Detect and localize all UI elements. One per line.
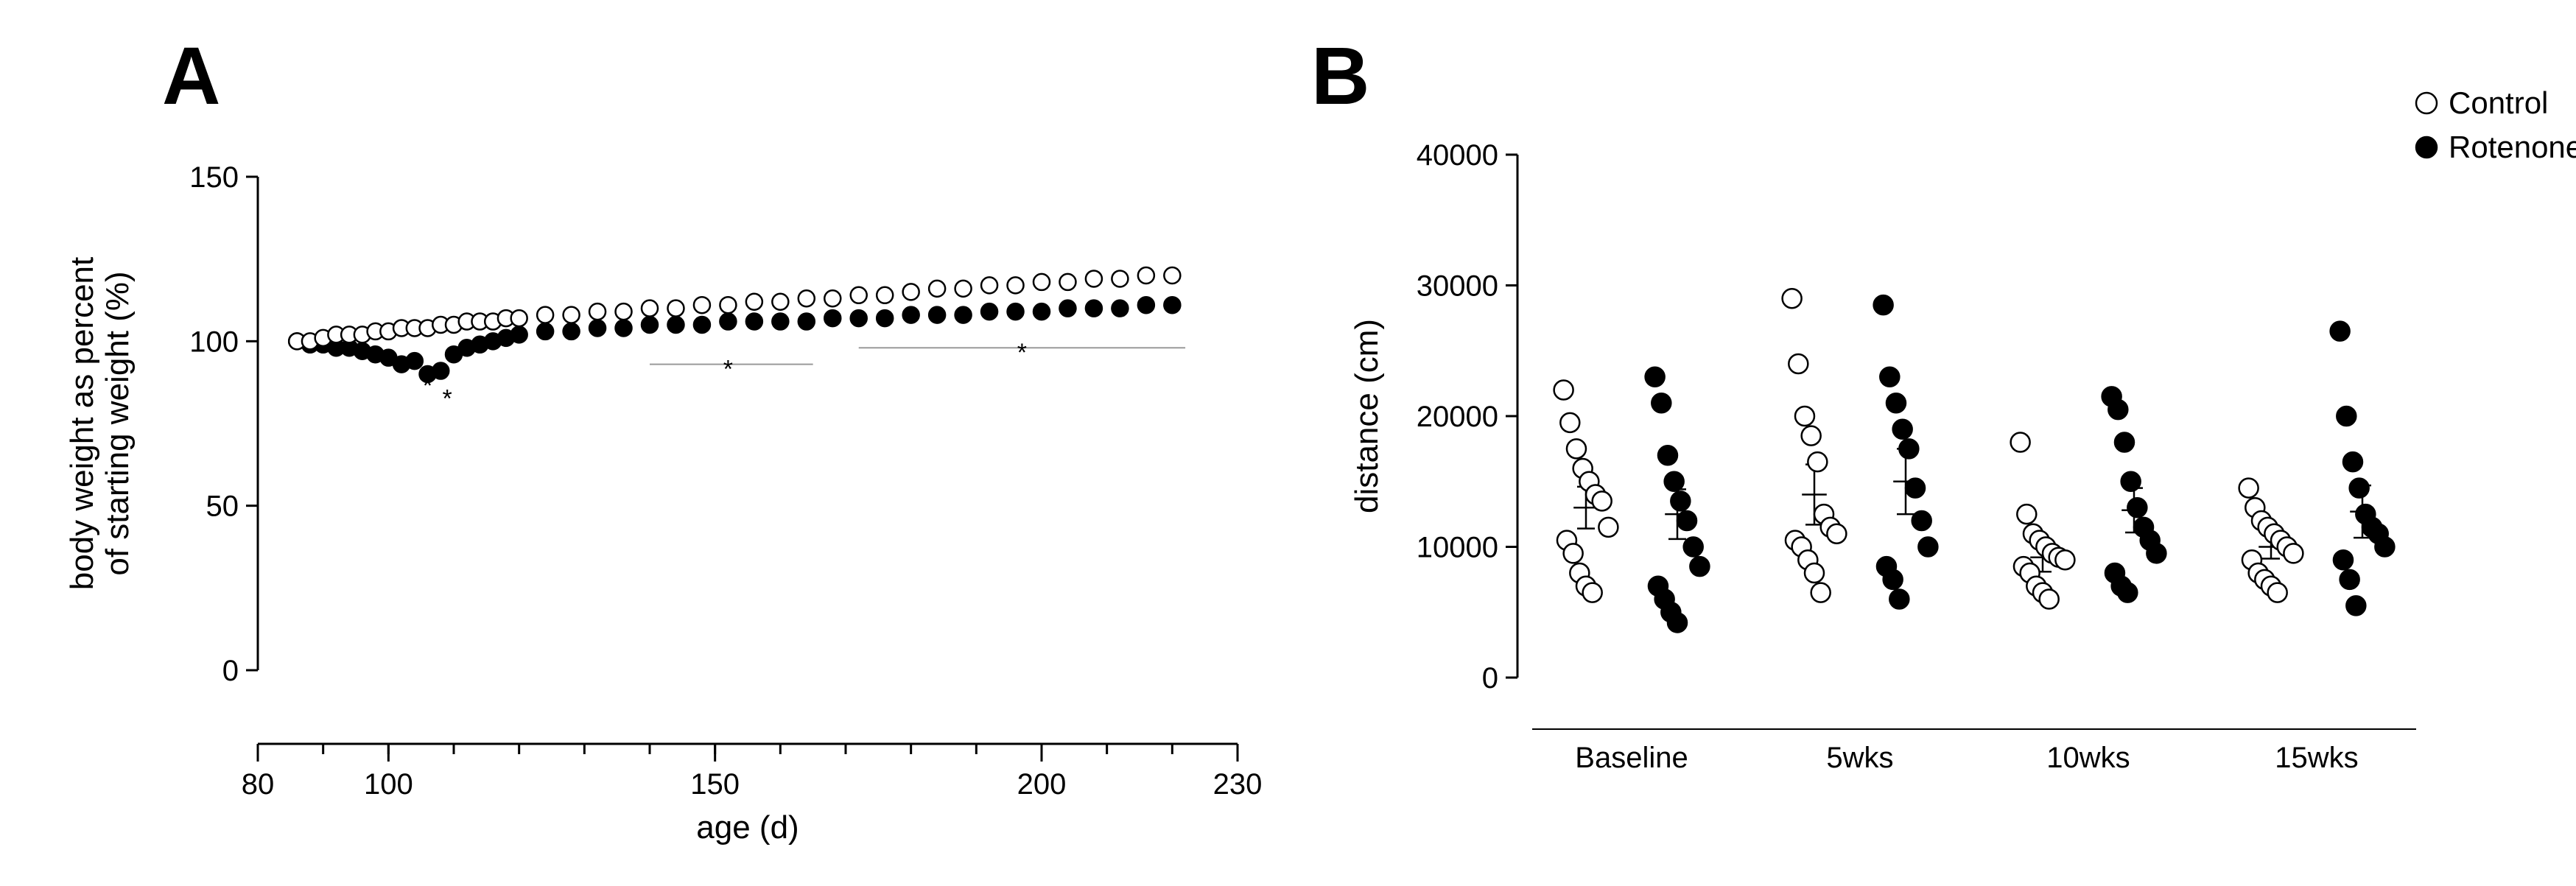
panel-a-label: A xyxy=(162,29,220,123)
svg-text:100: 100 xyxy=(189,326,239,358)
svg-text:10000: 10000 xyxy=(1417,532,1498,564)
svg-text:Baseline: Baseline xyxy=(1575,742,1688,774)
svg-text:5wks: 5wks xyxy=(1826,742,1893,774)
figure-root: A 0 50 100 150 body weight as percentof star… xyxy=(0,0,2576,886)
svg-text:230: 230 xyxy=(1213,768,1263,801)
svg-text:Control: Control xyxy=(2449,85,2548,120)
svg-text:30000: 30000 xyxy=(1417,270,1498,303)
svg-text:10wks: 10wks xyxy=(2046,742,2130,774)
svg-text:150: 150 xyxy=(189,161,239,194)
svg-text:distance (cm): distance (cm) xyxy=(1349,319,1385,513)
svg-text:body weight as percent: body weight as percent xyxy=(64,257,100,591)
svg-text:*: * xyxy=(1017,339,1027,367)
panel-b-chart: 0 10000 20000 30000 40000 distance (cm) Baseli… xyxy=(1311,29,2453,857)
svg-text:200: 200 xyxy=(1017,768,1067,801)
svg-text:0: 0 xyxy=(1482,662,1498,695)
panel-a-chart: 0 50 100 150 body weight as percentof starti… xyxy=(29,29,1282,857)
svg-text:100: 100 xyxy=(364,768,413,801)
svg-text:150: 150 xyxy=(690,768,740,801)
panel-b: B 0 10000 20000 30000 40000 distance (cm) Base… xyxy=(1311,29,2453,857)
svg-text:age (d): age (d) xyxy=(696,809,799,845)
svg-text:Rotenone: Rotenone xyxy=(2449,130,2576,164)
svg-text:15wks: 15wks xyxy=(2275,742,2358,774)
svg-text:50: 50 xyxy=(206,491,239,523)
svg-text:0: 0 xyxy=(222,655,239,687)
svg-text:80: 80 xyxy=(242,768,275,801)
svg-text:20000: 20000 xyxy=(1417,401,1498,433)
svg-text:*: * xyxy=(443,385,452,413)
svg-text:40000: 40000 xyxy=(1417,139,1498,172)
svg-text:of starting weight (%): of starting weight (%) xyxy=(99,271,136,575)
panel-b-label: B xyxy=(1311,29,1369,123)
panel-a: A 0 50 100 150 body weight as percentof star… xyxy=(29,29,1282,857)
svg-text:*: * xyxy=(723,355,733,383)
